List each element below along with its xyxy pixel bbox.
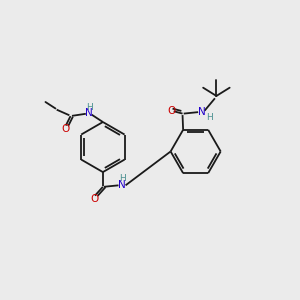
Text: N: N: [85, 108, 93, 118]
Text: H: H: [119, 174, 126, 183]
Text: N: N: [198, 107, 206, 117]
Text: H: H: [86, 103, 93, 112]
Text: O: O: [90, 194, 98, 204]
Text: O: O: [167, 106, 176, 116]
Text: N: N: [118, 180, 126, 190]
Text: H: H: [206, 113, 213, 122]
Text: O: O: [61, 124, 69, 134]
